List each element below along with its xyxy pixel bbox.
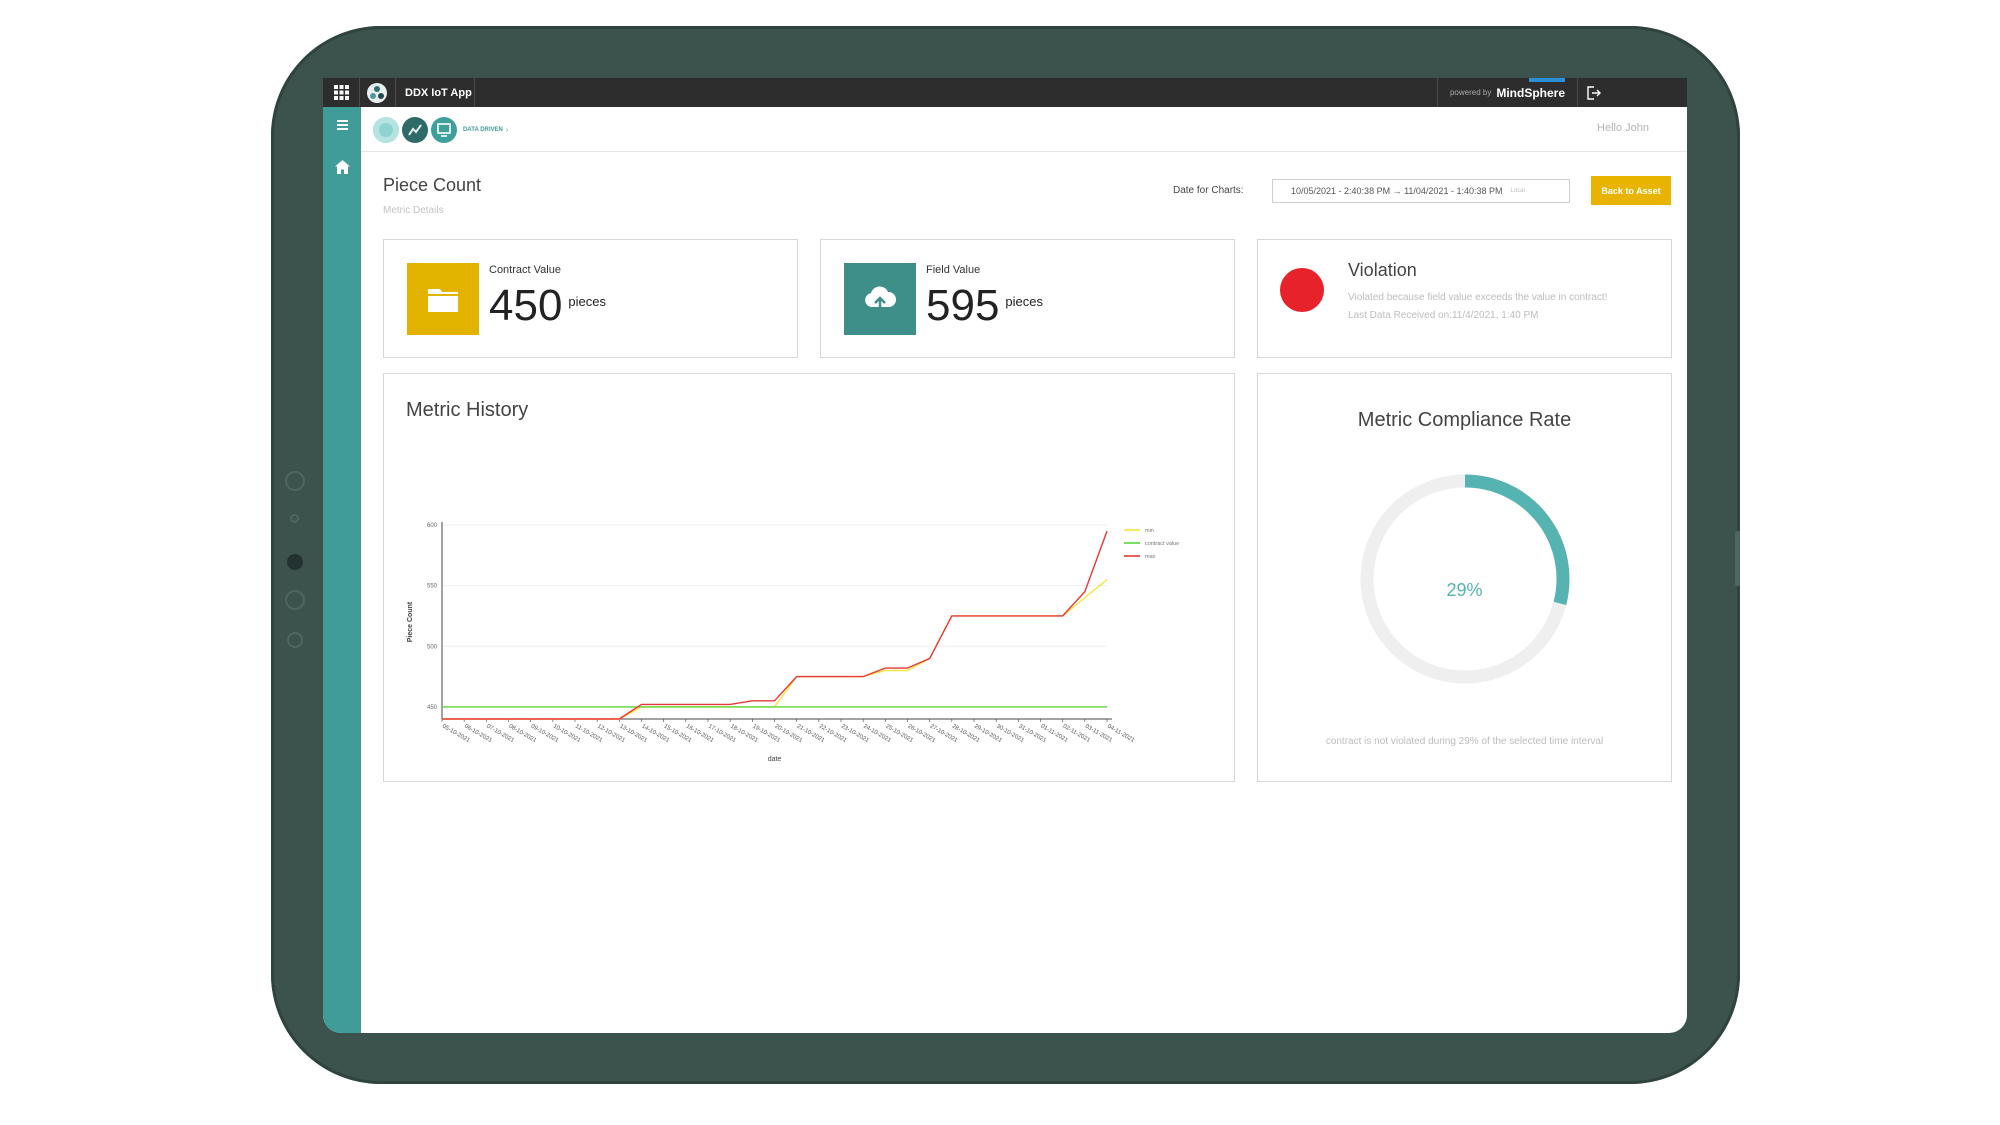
field-value-number: 595 bbox=[926, 281, 1000, 330]
field-value-row: 595 pieces bbox=[926, 281, 1043, 331]
brand-accent bbox=[1529, 78, 1565, 82]
mindsphere-logo: powered by MindSphere bbox=[1437, 78, 1577, 107]
metric-history-chart: 45050055060005-10-202106-10-202107-10-20… bbox=[407, 522, 1179, 763]
y-axis-title: Piece Count bbox=[407, 601, 414, 642]
field-value-card: Field Value 595 pieces bbox=[820, 239, 1235, 358]
y-tick-label: 450 bbox=[427, 705, 438, 711]
last-data-received: Last Data Received on:11/4/2021, 1:40 PM bbox=[1348, 310, 1539, 321]
hamburger-icon bbox=[336, 120, 348, 130]
timezone-label: Local bbox=[1510, 188, 1525, 194]
sub-header: DATA DRIVEN › Hello John bbox=[361, 107, 1687, 152]
contract-value-label: Contract Value bbox=[489, 264, 561, 276]
compliance-note: contract is not violated during 29% of t… bbox=[1325, 736, 1604, 747]
contract-value-unit: pieces bbox=[568, 294, 606, 309]
monitor-icon[interactable] bbox=[431, 117, 457, 143]
field-value-unit: pieces bbox=[1005, 294, 1043, 309]
logout-button[interactable] bbox=[1577, 78, 1608, 107]
app-launcher-button[interactable] bbox=[323, 78, 360, 107]
app-title: DDX IoT App bbox=[395, 78, 475, 107]
contract-icon-tile bbox=[407, 263, 479, 335]
powered-by-label: powered by bbox=[1449, 88, 1492, 97]
y-tick-label: 600 bbox=[427, 523, 438, 529]
metric-history-title: Metric History bbox=[406, 399, 529, 421]
metric-history-card: Metric History 450 500 550 600 05-10-2021 06-… bbox=[383, 373, 1235, 782]
y-tick-label: 550 bbox=[427, 584, 438, 590]
app-screen: DDX IoT App powered by MindSphere bbox=[323, 78, 1687, 1033]
greeting: Hello John bbox=[1597, 122, 1649, 134]
compliance-title: Metric Compliance Rate bbox=[1357, 409, 1572, 431]
camera-dot bbox=[285, 471, 305, 491]
compliance-donut bbox=[1360, 474, 1570, 684]
compliance-value: 29% bbox=[1446, 580, 1483, 600]
breadcrumb-label[interactable]: DATA DRIVEN bbox=[463, 127, 503, 133]
chevron-right-icon: › bbox=[505, 126, 509, 134]
app-logo-icon bbox=[367, 82, 387, 103]
legend-label-max: max bbox=[1145, 554, 1156, 560]
y-tick-label: 500 bbox=[427, 644, 438, 650]
camera-lens bbox=[287, 554, 303, 570]
violation-message: Violated because field value exceeds the… bbox=[1348, 292, 1608, 303]
folder-icon bbox=[428, 289, 458, 312]
page-title: Piece Count bbox=[383, 175, 482, 195]
side-button bbox=[1735, 531, 1740, 586]
date-range-picker[interactable]: 10/05/2021 - 2:40:38 PM → 11/04/2021 - 1… bbox=[1272, 179, 1570, 203]
page-subtitle: Metric Details bbox=[383, 205, 444, 216]
contract-value-number: 450 bbox=[489, 281, 563, 330]
contract-value-card: Contract Value 450 pieces bbox=[383, 239, 798, 358]
field-value-label: Field Value bbox=[926, 264, 981, 276]
date-range-value: 10/05/2021 - 2:40:38 PM → 11/04/2021 - 1… bbox=[1291, 186, 1503, 196]
legend-label-contract-value: contract value bbox=[1145, 541, 1179, 547]
sidebar bbox=[323, 107, 361, 1033]
sensor-ring-2 bbox=[287, 632, 303, 648]
contract-value-row: 450 pieces bbox=[489, 281, 606, 331]
brain-icon[interactable] bbox=[373, 117, 399, 143]
back-to-asset-button[interactable]: Back to Asset bbox=[1591, 176, 1671, 205]
compliance-card: Metric Compliance Rate 29% contract is n… bbox=[1257, 373, 1672, 782]
menu-toggle-button[interactable] bbox=[323, 113, 361, 137]
cloud-upload-icon bbox=[865, 286, 897, 312]
donut-value-arc bbox=[1464, 474, 1570, 605]
sensor-dot bbox=[290, 514, 299, 523]
logout-icon bbox=[1587, 85, 1601, 100]
x-axis-title: date bbox=[768, 756, 782, 763]
field-icon-tile bbox=[844, 263, 916, 335]
brand-name: MindSphere bbox=[1496, 85, 1565, 100]
legend-label-min: min bbox=[1145, 528, 1154, 534]
asset-icon[interactable] bbox=[402, 117, 428, 143]
sidebar-item-home[interactable] bbox=[323, 155, 361, 179]
home-icon bbox=[334, 160, 350, 174]
grid-icon bbox=[333, 85, 349, 100]
top-bar: DDX IoT App powered by MindSphere bbox=[323, 78, 1687, 107]
series-line-min bbox=[442, 579, 1108, 720]
violation-card: Violation Violated because field value e… bbox=[1257, 239, 1672, 358]
series-line-max bbox=[442, 530, 1108, 720]
violation-title: Violation bbox=[1348, 260, 1417, 280]
app-logo-button[interactable] bbox=[359, 78, 396, 107]
sensor-ring bbox=[285, 590, 305, 610]
date-label: Date for Charts: bbox=[1173, 185, 1244, 196]
breadcrumb: DATA DRIVEN › bbox=[373, 117, 508, 143]
violation-status-dot bbox=[1280, 268, 1324, 312]
